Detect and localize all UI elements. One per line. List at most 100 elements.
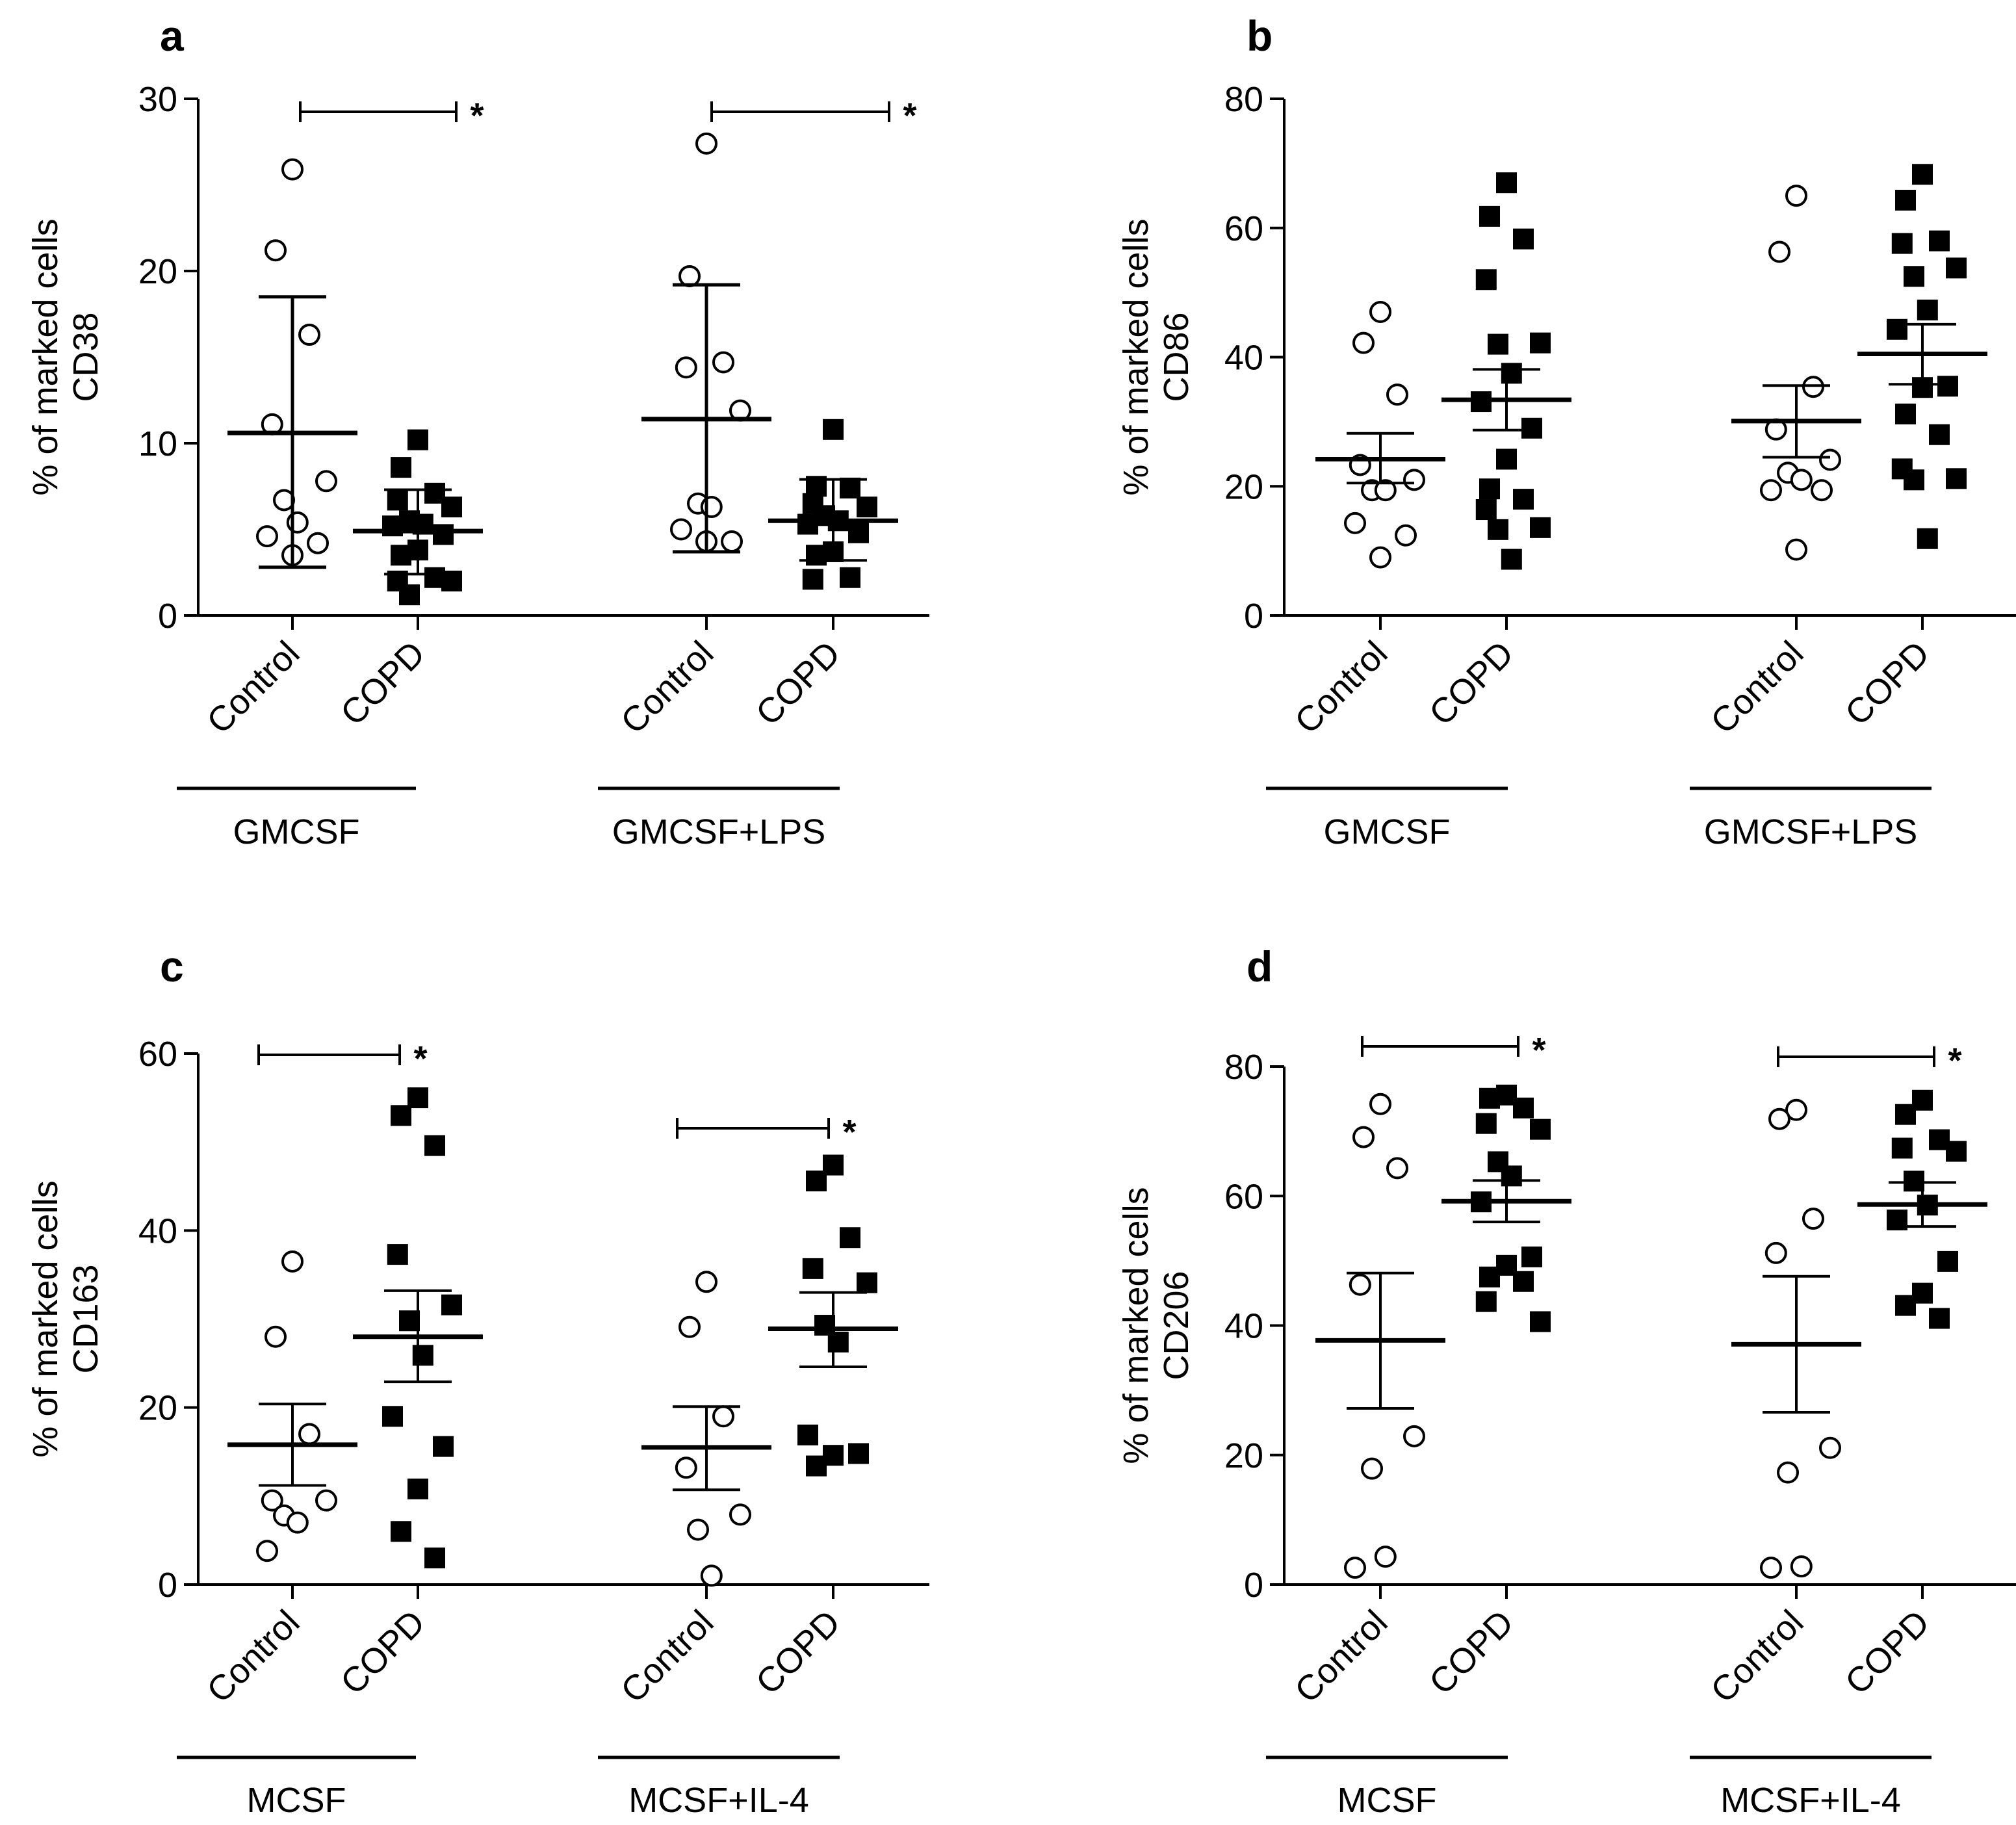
data-point-copd xyxy=(1479,205,1500,227)
data-point-copd xyxy=(1946,1141,1967,1162)
data-point-control xyxy=(695,1271,717,1293)
data-point-copd xyxy=(1479,1266,1500,1288)
data-point-copd xyxy=(848,522,869,543)
data-point-copd xyxy=(412,1345,433,1366)
data-point-copd xyxy=(1475,1113,1497,1134)
y-tick-label: 0 xyxy=(1244,597,1263,636)
group-label: GMCSF xyxy=(233,812,360,851)
data-point-copd xyxy=(848,1443,869,1464)
data-point-control xyxy=(675,356,697,379)
y-tick-label: 30 xyxy=(138,80,177,119)
data-point-control xyxy=(256,525,278,548)
data-point-control xyxy=(1785,1098,1807,1121)
data-point-copd xyxy=(1488,519,1508,540)
data-point-control xyxy=(265,1325,287,1348)
data-point-copd xyxy=(391,1105,411,1126)
data-point-copd xyxy=(391,545,411,566)
data-point-control xyxy=(1369,546,1391,569)
data-point-control xyxy=(1344,1557,1366,1579)
data-point-control xyxy=(265,239,287,262)
y-axis-marker-label: CD86 xyxy=(1157,312,1196,402)
significance-star: * xyxy=(1532,1031,1545,1070)
data-point-copd xyxy=(797,1424,818,1445)
data-point-control xyxy=(286,1511,309,1534)
data-point-copd xyxy=(1912,164,1933,185)
data-point-copd xyxy=(382,1406,403,1427)
panel-letter: a xyxy=(160,12,185,60)
data-point-copd xyxy=(1929,230,1950,252)
data-point-copd xyxy=(1521,1246,1542,1267)
data-point-copd xyxy=(1521,417,1542,439)
data-point-copd xyxy=(441,1294,462,1315)
y-tick-label: 0 xyxy=(1244,1566,1263,1605)
data-point-control xyxy=(670,518,692,541)
group-label: MCSF+IL-4 xyxy=(1720,1781,1901,1820)
y-tick-label: 60 xyxy=(1224,1177,1263,1216)
data-point-control xyxy=(687,1518,709,1541)
data-point-control xyxy=(281,1250,304,1273)
data-point-copd xyxy=(433,524,454,545)
data-point-copd xyxy=(1475,1291,1497,1312)
data-point-copd xyxy=(399,1310,420,1332)
data-point-copd xyxy=(441,497,462,518)
data-point-copd xyxy=(424,1135,445,1156)
y-axis-marker-label: CD38 xyxy=(66,312,105,402)
data-point-copd xyxy=(391,457,411,478)
data-point-copd xyxy=(806,1455,827,1477)
data-point-control xyxy=(1802,1208,1824,1230)
data-point-copd xyxy=(1479,478,1500,500)
data-point-control xyxy=(1760,1557,1782,1579)
data-point-copd xyxy=(1904,266,1924,287)
data-point-copd xyxy=(1946,468,1967,489)
y-tick-label: 80 xyxy=(1224,1048,1263,1087)
data-point-copd xyxy=(1513,1097,1534,1119)
y-tick-label: 60 xyxy=(138,1035,177,1074)
data-point-control xyxy=(678,1315,701,1338)
data-point-copd xyxy=(1513,228,1534,250)
data-point-control xyxy=(1369,1093,1391,1115)
data-point-control xyxy=(1785,185,1807,207)
data-point-control xyxy=(1349,1273,1371,1296)
data-point-control xyxy=(281,158,304,181)
panel-letter: b xyxy=(1247,12,1273,60)
data-point-copd xyxy=(802,1258,823,1279)
data-point-control xyxy=(675,1456,697,1479)
data-point-control xyxy=(1374,479,1397,502)
y-tick-label: 80 xyxy=(1224,80,1263,119)
data-point-control xyxy=(1760,479,1782,502)
data-point-control xyxy=(1344,511,1366,534)
data-point-control xyxy=(1768,240,1790,263)
group-label: MCSF xyxy=(1338,1781,1437,1820)
data-point-copd xyxy=(1891,233,1913,254)
data-point-copd xyxy=(857,497,877,518)
data-point-copd xyxy=(1917,299,1938,320)
data-point-control xyxy=(298,324,320,346)
data-point-control xyxy=(1764,1241,1787,1264)
significance-star: * xyxy=(413,1039,427,1078)
data-point-control xyxy=(1403,1425,1425,1447)
data-point-copd xyxy=(1501,363,1522,384)
data-point-copd xyxy=(1496,448,1517,470)
data-point-control xyxy=(729,1503,751,1526)
data-point-copd xyxy=(1530,332,1551,354)
data-point-copd xyxy=(1937,376,1958,397)
data-point-control xyxy=(1361,1457,1383,1480)
y-tick-label: 10 xyxy=(138,424,177,463)
y-axis-title: % of marked cells xyxy=(26,218,65,495)
data-point-copd xyxy=(806,1171,827,1192)
y-tick-label: 40 xyxy=(1224,1307,1263,1346)
y-tick-label: 0 xyxy=(158,1566,177,1605)
y-tick-label: 20 xyxy=(138,252,177,291)
data-point-copd xyxy=(797,513,818,535)
data-point-copd xyxy=(840,1227,860,1249)
data-point-copd xyxy=(806,545,827,566)
group-label: GMCSF+LPS xyxy=(612,812,826,851)
data-point-copd xyxy=(802,569,823,590)
data-point-copd xyxy=(1475,269,1497,291)
data-point-copd xyxy=(1530,517,1551,538)
data-point-copd xyxy=(387,1244,408,1265)
data-point-control xyxy=(1768,1107,1790,1130)
y-tick-label: 0 xyxy=(158,597,177,636)
